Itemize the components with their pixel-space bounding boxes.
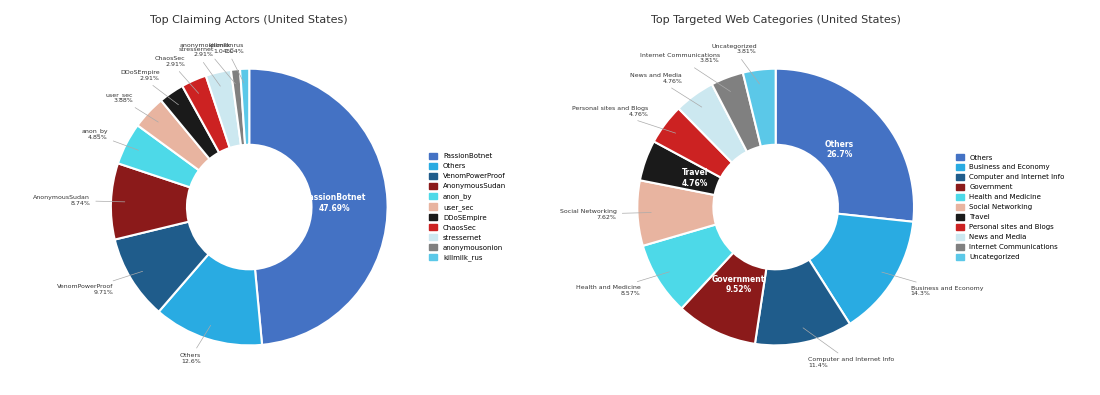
Text: VenomPowerProof
9.71%: VenomPowerProof 9.71% [57,271,143,295]
Text: AnonymousSudan
8.74%: AnonymousSudan 8.74% [33,195,124,206]
Wedge shape [640,141,720,195]
Text: PassionBotnet
47.69%: PassionBotnet 47.69% [304,194,366,213]
Text: Government
9.52%: Government 9.52% [712,275,766,294]
Legend: Others, Business and Economy, Computer and Internet Info, Government, Health and: Others, Business and Economy, Computer a… [953,150,1068,263]
Wedge shape [231,69,245,145]
Wedge shape [682,253,767,344]
Wedge shape [138,100,210,170]
Title: Top Targeted Web Categories (United States): Top Targeted Web Categories (United Stat… [651,15,901,25]
Text: DDoSEmpire
2.91%: DDoSEmpire 2.91% [120,70,178,105]
Text: user_sec
3.88%: user_sec 3.88% [106,92,158,122]
Text: Personal sites and Blogs
4.76%: Personal sites and Blogs 4.76% [572,106,675,133]
Wedge shape [206,70,241,148]
Wedge shape [653,109,732,177]
Legend: PassionBotnet, Others, VenomPowerProof, AnonymousSudan, anon_by, user_sec, DDoSE: PassionBotnet, Others, VenomPowerProof, … [426,149,509,265]
Wedge shape [679,84,747,163]
Text: anon_by
4.85%: anon_by 4.85% [81,128,139,150]
Text: Business and Economy
14.3%: Business and Economy 14.3% [882,272,983,296]
Text: Computer and Internet Info
11.4%: Computer and Internet Info 11.4% [803,328,894,368]
Text: Internet Communications
3.81%: Internet Communications 3.81% [639,53,730,92]
Text: Others
26.7%: Others 26.7% [825,140,854,160]
Wedge shape [742,69,775,147]
Wedge shape [250,69,387,345]
Wedge shape [158,254,262,345]
Wedge shape [111,163,190,239]
Text: Social Networking
7.62%: Social Networking 7.62% [560,209,651,220]
Wedge shape [712,73,761,152]
Title: Top Claiming Actors (United States): Top Claiming Actors (United States) [151,15,348,25]
Text: Health and Medicine
8.57%: Health and Medicine 8.57% [575,272,670,296]
Text: killmilk_rus
1.04%: killmilk_rus 1.04% [209,42,244,83]
Text: anonymousonion
1.04%: anonymousonion 1.04% [179,43,235,84]
Wedge shape [114,222,209,312]
Wedge shape [183,76,230,152]
Wedge shape [808,214,913,324]
Text: ChaosSec
2.91%: ChaosSec 2.91% [155,56,199,93]
Wedge shape [161,86,219,159]
Wedge shape [118,125,199,187]
Wedge shape [637,180,716,246]
Wedge shape [755,260,850,345]
Wedge shape [776,69,914,222]
Text: Travel
4.76%: Travel 4.76% [682,168,708,188]
Wedge shape [240,69,250,145]
Wedge shape [642,224,734,308]
Text: Uncategorized
3.81%: Uncategorized 3.81% [711,44,759,84]
Text: stressernet
2.91%: stressernet 2.91% [178,47,220,86]
Text: News and Media
4.76%: News and Media 4.76% [630,73,702,107]
Text: Others
12.6%: Others 12.6% [179,325,210,364]
